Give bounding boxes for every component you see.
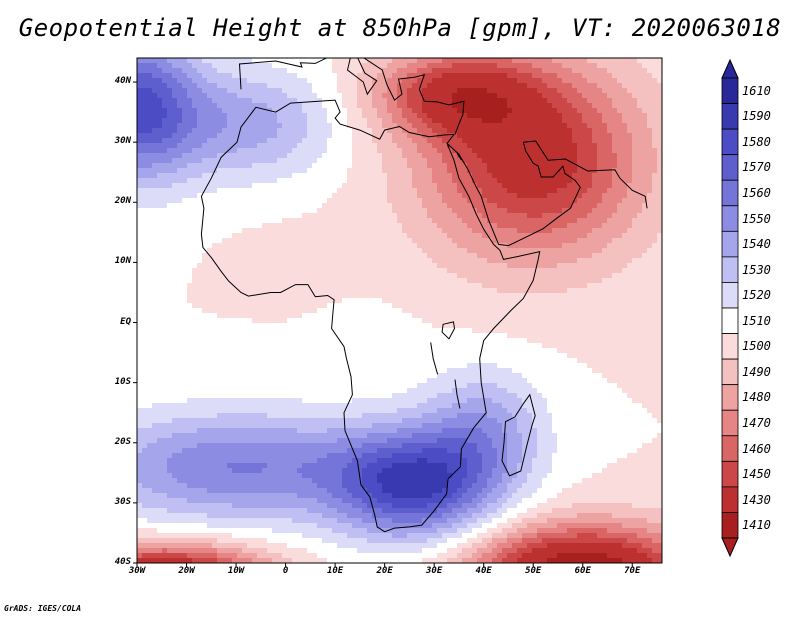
lon-label: 20E bbox=[376, 566, 393, 576]
colorbar-level-label: 1580 bbox=[742, 134, 771, 149]
lat-label: 30S bbox=[114, 496, 131, 507]
colorbar-swatch bbox=[721, 486, 739, 513]
lon-label: 70E bbox=[624, 566, 641, 576]
height-field bbox=[137, 58, 662, 563]
coastlines bbox=[200, 58, 648, 533]
lat-label: 40N bbox=[114, 76, 131, 87]
colorbar-swatch bbox=[721, 409, 739, 437]
colorbar-swatch bbox=[721, 384, 739, 411]
colorbar-level-label: 1570 bbox=[742, 160, 771, 175]
lon-label: 10E bbox=[326, 566, 344, 576]
colorbar-swatch bbox=[721, 358, 739, 386]
colorbar-level-label: 1460 bbox=[742, 441, 771, 456]
africa-coastline bbox=[200, 99, 541, 533]
lon-label: 10W bbox=[227, 566, 245, 576]
lat-label: 40S bbox=[114, 557, 131, 567]
colorbar-level-label: 1530 bbox=[742, 262, 771, 277]
colorbar-swatch bbox=[721, 307, 739, 334]
grads-credit: GrADS: IGES/COLA bbox=[4, 604, 82, 613]
lon-label: 60E bbox=[574, 566, 591, 576]
colorbar-level-label: 1410 bbox=[742, 518, 771, 533]
madagascar-coastline bbox=[501, 393, 536, 477]
colorbar-swatch bbox=[721, 205, 739, 232]
colorbar-swatch bbox=[721, 256, 739, 283]
colorbar-level-label: 1520 bbox=[742, 288, 771, 303]
colorbar-swatch bbox=[721, 103, 739, 130]
lon-label: 20W bbox=[178, 566, 195, 576]
lake-tanganyika bbox=[430, 342, 439, 375]
lat-label: 10N bbox=[114, 256, 131, 267]
colorbar-bottom-arrow bbox=[721, 537, 739, 558]
colorbar-level-label: 1610 bbox=[742, 83, 771, 98]
mediterranean-north-coastline bbox=[238, 58, 465, 135]
lon-label: 50E bbox=[525, 566, 542, 576]
lake-victoria bbox=[441, 321, 456, 340]
colorbar-swatch bbox=[721, 77, 739, 104]
lake-malawi bbox=[454, 379, 461, 409]
colorbar-level-label: 1470 bbox=[742, 416, 771, 430]
lat-label: 30N bbox=[114, 136, 131, 147]
colorbar-level-label: 1540 bbox=[742, 237, 771, 252]
colorbar-swatch bbox=[721, 179, 739, 207]
colorbar bbox=[721, 58, 739, 558]
colorbar-swatch bbox=[721, 154, 739, 181]
lon-label: 30W bbox=[128, 566, 146, 576]
colorbar-level-label: 1550 bbox=[742, 211, 771, 226]
lat-label: EQ bbox=[120, 316, 131, 327]
axis-ticks bbox=[133, 81, 633, 567]
lat-label: 20S bbox=[114, 436, 131, 447]
arabia-coastline bbox=[446, 140, 648, 247]
colorbar-swatch bbox=[721, 282, 739, 309]
colorbar-level-label: 1430 bbox=[742, 492, 771, 507]
lat-label: 10S bbox=[114, 376, 131, 387]
colorbar-swatch bbox=[721, 512, 739, 539]
colorbar-swatch bbox=[721, 230, 739, 258]
colorbar-swatch bbox=[721, 128, 739, 156]
sinai-coastline bbox=[456, 152, 462, 161]
colorbar-level-label: 1560 bbox=[742, 186, 771, 200]
lon-label: 0 bbox=[282, 566, 289, 576]
map-title: Geopotential Height at 850hPa [gpm], VT:… bbox=[18, 14, 782, 42]
colorbar-top-arrow bbox=[721, 58, 739, 79]
colorbar-swatch bbox=[721, 435, 739, 462]
lon-label: 40E bbox=[475, 566, 492, 576]
colorbar-level-label: 1490 bbox=[742, 364, 771, 379]
colorbar-level-label: 1500 bbox=[742, 339, 771, 354]
colorbar-level-label: 1510 bbox=[742, 313, 771, 328]
colorbar-swatch bbox=[721, 460, 739, 488]
plot-frame bbox=[136, 57, 663, 564]
lat-label: 20N bbox=[114, 196, 131, 207]
colorbar-level-label: 1450 bbox=[742, 467, 771, 482]
colorbar-level-label: 1590 bbox=[742, 109, 771, 124]
colorbar-swatch bbox=[721, 333, 739, 360]
colorbar-level-label: 1480 bbox=[742, 390, 771, 405]
lon-label: 30E bbox=[426, 566, 443, 576]
